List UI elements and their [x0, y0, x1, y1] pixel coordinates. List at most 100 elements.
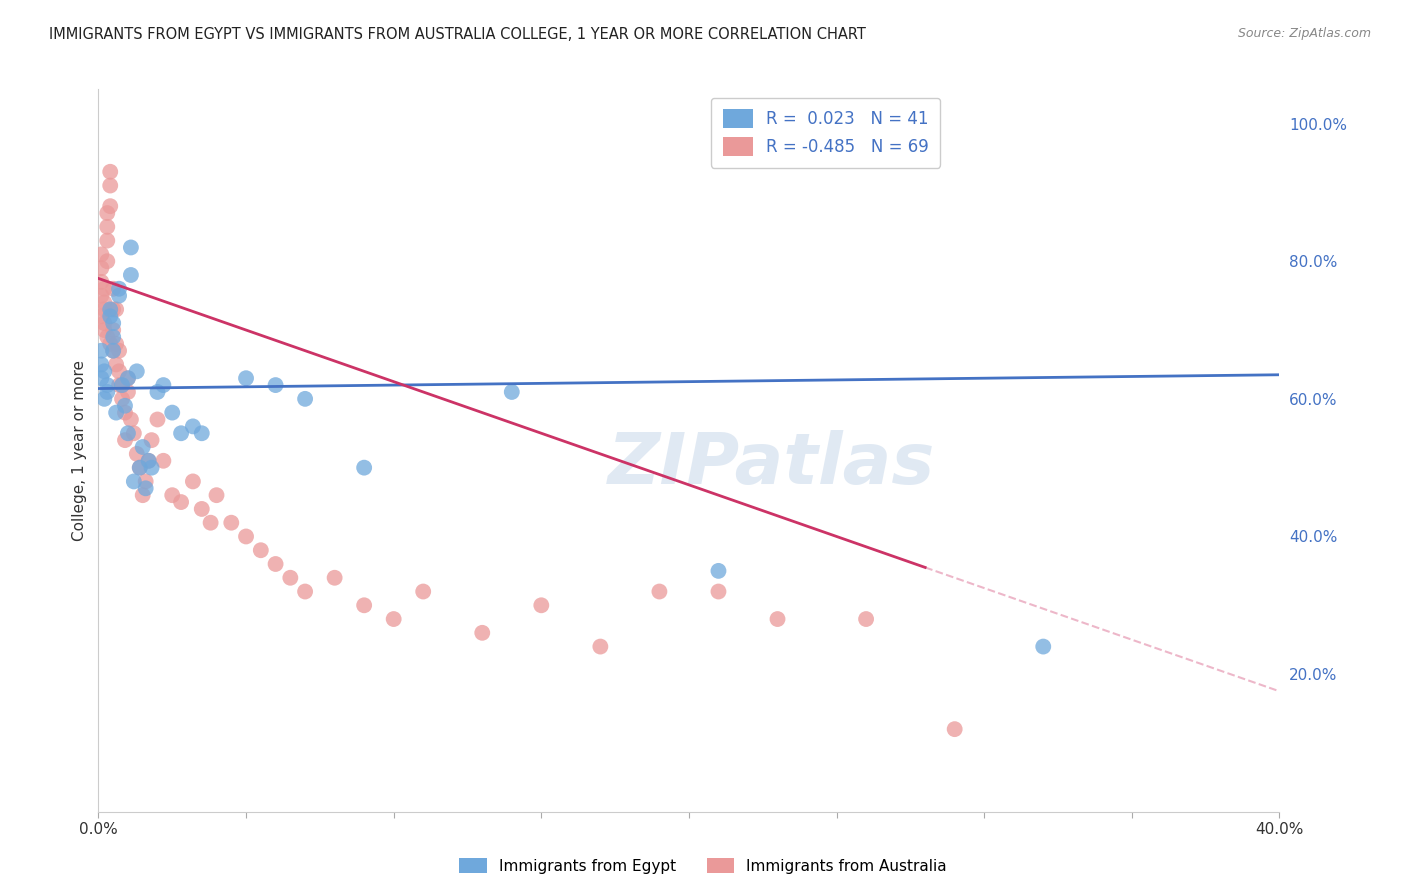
Point [235, 371, 257, 385]
Point [943, 722, 966, 736]
Point [120, 240, 142, 254]
Y-axis label: College, 1 year or more: College, 1 year or more [72, 360, 87, 541]
Point [98, 302, 121, 317]
Point [412, 584, 434, 599]
Point [93, 282, 115, 296]
Point [117, 426, 139, 441]
Point [141, 433, 163, 447]
Point [294, 392, 316, 406]
Point [98, 178, 121, 193]
Point [111, 378, 134, 392]
Legend: R =  0.023   N = 41, R = -0.485   N = 69: R = 0.023 N = 41, R = -0.485 N = 69 [711, 97, 941, 168]
Point [125, 364, 148, 378]
Point [120, 268, 142, 282]
Point [103, 316, 125, 330]
Point [128, 460, 150, 475]
Point [707, 564, 730, 578]
Point [122, 426, 145, 441]
Point [264, 378, 287, 392]
Point [530, 599, 553, 613]
Point [93, 316, 115, 330]
Point [105, 358, 128, 372]
Point [135, 481, 157, 495]
Point [200, 516, 222, 530]
Point [108, 364, 131, 378]
Point [93, 364, 115, 378]
Text: ZIPatlas: ZIPatlas [607, 431, 935, 500]
Point [250, 543, 273, 558]
Point [93, 295, 115, 310]
Point [152, 378, 174, 392]
Point [146, 384, 169, 399]
Point [323, 571, 346, 585]
Point [108, 288, 131, 302]
Point [98, 336, 121, 351]
Point [170, 495, 193, 509]
Point [108, 378, 131, 392]
Point [766, 612, 789, 626]
Point [471, 625, 494, 640]
Point [114, 406, 136, 420]
Point [162, 488, 183, 502]
Point [96, 378, 118, 392]
Point [141, 460, 163, 475]
Point [103, 343, 125, 358]
Point [111, 378, 134, 392]
Point [90, 288, 112, 302]
Point [90, 358, 112, 372]
Point [353, 460, 375, 475]
Point [125, 447, 148, 461]
Point [205, 488, 228, 502]
Point [191, 502, 214, 516]
Point [1032, 640, 1054, 654]
Point [105, 336, 128, 351]
Point [707, 584, 730, 599]
Point [132, 488, 155, 502]
Point [114, 433, 136, 447]
Point [98, 165, 121, 179]
Point [117, 371, 139, 385]
Point [96, 330, 118, 344]
Point [855, 612, 877, 626]
Point [90, 275, 112, 289]
Point [96, 219, 118, 234]
Point [108, 343, 131, 358]
Point [103, 330, 125, 344]
Point [294, 584, 316, 599]
Point [96, 384, 118, 399]
Point [98, 199, 121, 213]
Point [170, 426, 193, 441]
Point [90, 247, 112, 261]
Point [162, 406, 183, 420]
Point [152, 454, 174, 468]
Point [114, 399, 136, 413]
Point [103, 343, 125, 358]
Point [382, 612, 405, 626]
Point [191, 426, 214, 441]
Point [135, 475, 157, 489]
Point [96, 254, 118, 268]
Point [90, 310, 112, 324]
Point [138, 454, 160, 468]
Point [181, 419, 204, 434]
Legend: Immigrants from Egypt, Immigrants from Australia: Immigrants from Egypt, Immigrants from A… [453, 852, 953, 880]
Point [103, 282, 125, 296]
Text: Source: ZipAtlas.com: Source: ZipAtlas.com [1237, 27, 1371, 40]
Point [105, 302, 128, 317]
Point [93, 392, 115, 406]
Point [117, 384, 139, 399]
Point [93, 302, 115, 317]
Point [105, 406, 128, 420]
Point [589, 640, 612, 654]
Point [98, 310, 121, 324]
Point [120, 412, 142, 426]
Point [181, 475, 204, 489]
Point [90, 261, 112, 276]
Point [117, 371, 139, 385]
Point [103, 302, 125, 317]
Point [111, 392, 134, 406]
Text: IMMIGRANTS FROM EGYPT VS IMMIGRANTS FROM AUSTRALIA COLLEGE, 1 YEAR OR MORE CORRE: IMMIGRANTS FROM EGYPT VS IMMIGRANTS FROM… [49, 27, 866, 42]
Point [235, 529, 257, 543]
Point [648, 584, 671, 599]
Point [90, 343, 112, 358]
